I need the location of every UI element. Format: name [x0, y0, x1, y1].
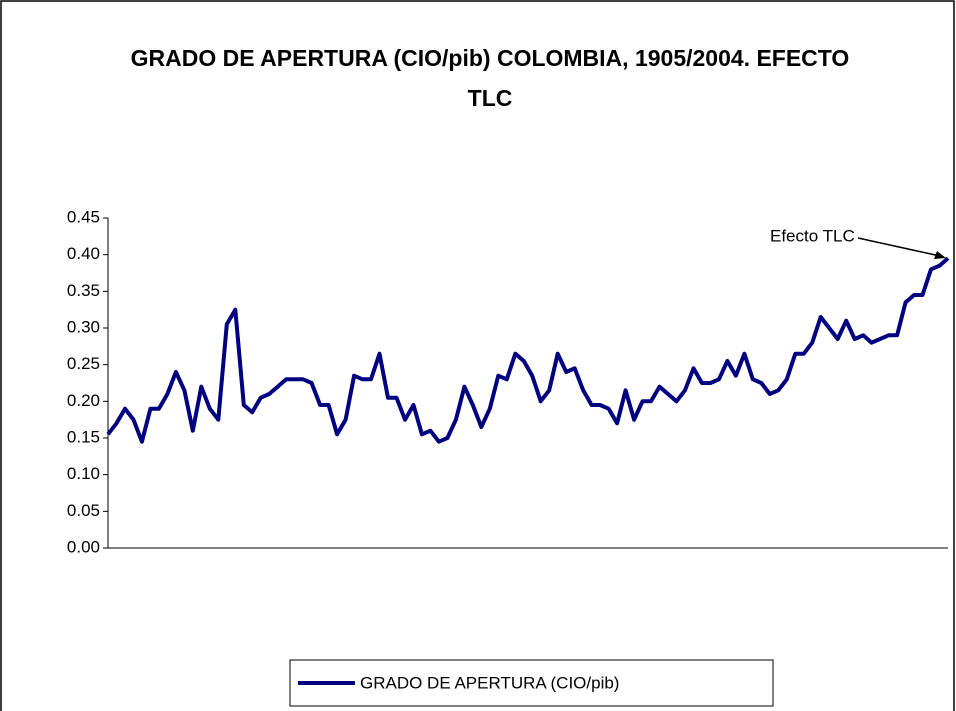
y-tick-label: 0.40	[67, 244, 100, 263]
arrow-head	[934, 251, 946, 259]
y-tick-label: 0.45	[67, 207, 100, 226]
y-tick-label: 0.20	[67, 391, 100, 410]
legend-box	[289, 659, 774, 707]
data-line	[106, 256, 950, 444]
chart-title: GRADO DE APERTURA (CIO/pib) COLOMBIA, 19…	[130, 45, 850, 111]
annotation: Efecto TLC	[770, 226, 855, 245]
y-tick-label: 0.15	[67, 427, 100, 446]
y-tick-label: 0.25	[67, 354, 100, 373]
y-tick-label: 0.00	[67, 537, 100, 556]
y-tick-label: 0.10	[67, 464, 100, 483]
y-tick-label: 0.35	[67, 281, 100, 300]
y-tick-label: 0.05	[67, 501, 100, 520]
annotation-arrow	[857, 237, 941, 257]
y-tick-label: 0.30	[67, 317, 100, 336]
legend-label: GRADO DE APERTURA (CIO/pib)	[360, 673, 619, 692]
